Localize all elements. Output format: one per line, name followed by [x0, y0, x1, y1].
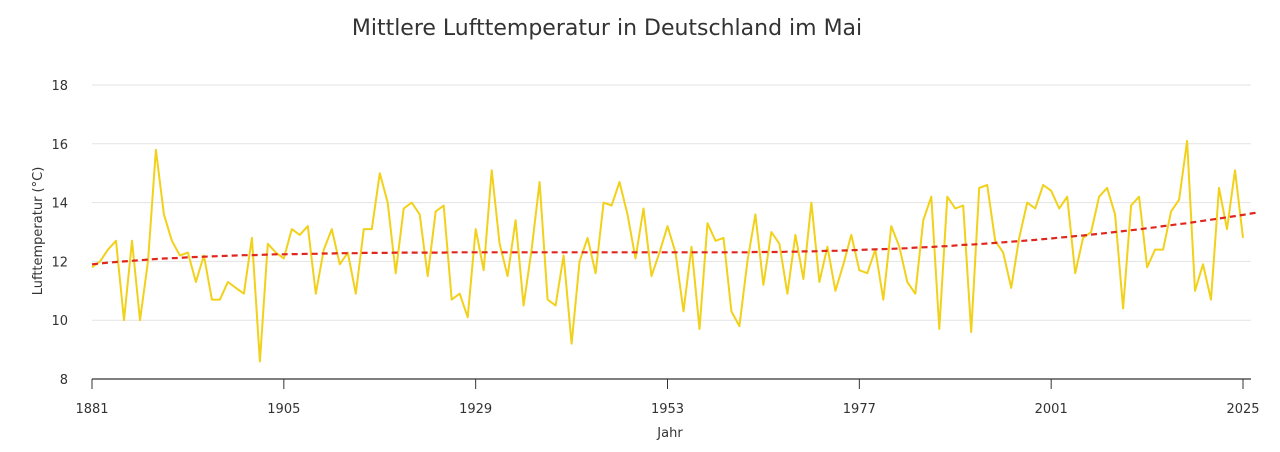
- y-axis-title: Lufttemperatur (°C): [31, 167, 46, 296]
- x-tick-label: 2001: [1035, 402, 1068, 417]
- x-tick-label: 1929: [459, 402, 492, 417]
- series-group: [91, 139, 1260, 363]
- gridlines: [92, 84, 1251, 321]
- temperature-line: [91, 139, 1244, 363]
- y-axis-ticks: 8 10 12 14 16 18: [51, 79, 68, 388]
- y-tick-label: 12: [51, 255, 68, 270]
- y-tick-label: 16: [51, 138, 68, 153]
- y-tick-label: 14: [51, 197, 68, 212]
- x-tick-label: 2025: [1226, 402, 1259, 417]
- trend-line: [91, 211, 1260, 266]
- x-tick-label: 1977: [843, 402, 876, 417]
- x-axis-ticks: 1881 1905 1929 1953 1977 2001 2025: [75, 379, 1260, 417]
- y-tick-label: 18: [51, 79, 68, 94]
- x-tick-label: 1905: [267, 402, 300, 417]
- y-tick-label: 10: [51, 314, 68, 329]
- y-tick-label: 8: [60, 373, 68, 388]
- x-tick-label: 1953: [651, 402, 684, 417]
- x-axis-title: Jahr: [656, 426, 683, 441]
- x-tick-label: 1881: [75, 402, 108, 417]
- chart-title: Mittlere Lufttemperatur in Deutschland i…: [352, 16, 862, 41]
